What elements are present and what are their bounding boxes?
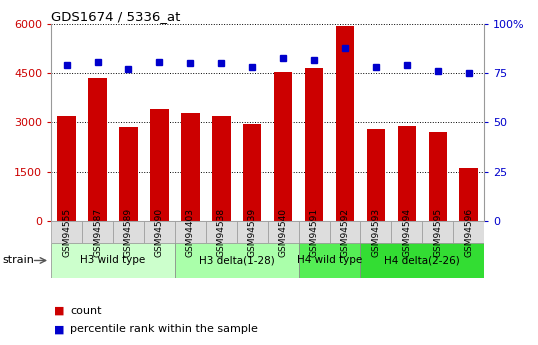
Bar (453, 221, 484, 243)
Text: GSM94596: GSM94596 (464, 207, 473, 257)
Text: GSM94587: GSM94587 (93, 207, 102, 257)
Text: GSM94595: GSM94595 (433, 207, 442, 257)
Bar (82, 221, 113, 243)
Bar (206, 221, 237, 243)
Bar (237, 221, 267, 243)
Text: GSM94589: GSM94589 (124, 207, 133, 257)
Bar (212, 116, 230, 221)
Text: count: count (70, 306, 102, 315)
Bar (274, 72, 292, 221)
Text: GSM94590: GSM94590 (155, 207, 164, 257)
Bar (422, 221, 453, 243)
Bar (267, 221, 299, 243)
Bar (299, 221, 329, 243)
Bar (459, 168, 478, 221)
Bar (175, 243, 299, 278)
Text: H4 wild type: H4 wild type (297, 256, 362, 265)
Text: percentile rank within the sample: percentile rank within the sample (70, 325, 258, 334)
Bar (150, 109, 168, 221)
Bar (391, 221, 422, 243)
Bar (88, 78, 107, 221)
Bar (360, 243, 484, 278)
Bar (305, 68, 323, 221)
Bar (119, 127, 138, 221)
Text: GSM94593: GSM94593 (371, 207, 380, 257)
Bar (144, 221, 175, 243)
Bar (329, 221, 360, 243)
Text: GSM94555: GSM94555 (62, 207, 71, 257)
Text: H4 delta(2-26): H4 delta(2-26) (385, 256, 460, 265)
Text: GSM94594: GSM94594 (402, 207, 412, 257)
Text: GSM94403: GSM94403 (186, 207, 195, 257)
Text: GSM94538: GSM94538 (217, 207, 226, 257)
Bar (299, 243, 360, 278)
Bar (398, 126, 416, 221)
Bar (175, 221, 206, 243)
Bar (336, 26, 354, 221)
Bar (113, 221, 144, 243)
Text: strain: strain (3, 256, 34, 265)
Bar (243, 124, 261, 221)
Text: GSM94539: GSM94539 (247, 207, 257, 257)
Bar (51, 221, 82, 243)
Text: GSM94592: GSM94592 (341, 207, 350, 257)
Text: H3 wild type: H3 wild type (80, 256, 146, 265)
Text: H3 delta(1-28): H3 delta(1-28) (199, 256, 274, 265)
Text: GDS1674 / 5336_at: GDS1674 / 5336_at (51, 10, 180, 23)
Text: ■: ■ (54, 306, 65, 315)
Bar (428, 132, 447, 221)
Bar (51, 243, 175, 278)
Text: ■: ■ (54, 325, 65, 334)
Bar (181, 112, 200, 221)
Text: GSM94540: GSM94540 (279, 207, 288, 257)
Text: GSM94591: GSM94591 (309, 207, 318, 257)
Bar (57, 116, 76, 221)
Bar (366, 129, 385, 221)
Bar (360, 221, 391, 243)
